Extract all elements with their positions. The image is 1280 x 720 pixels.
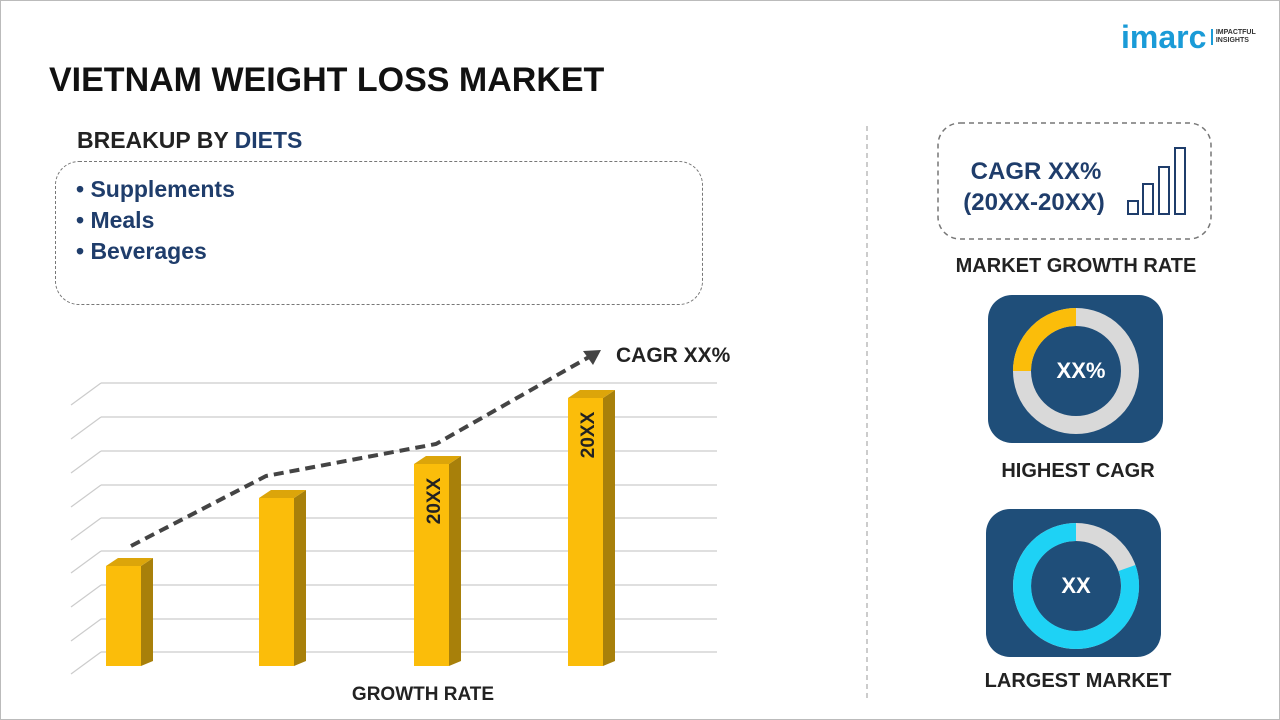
heading-highlight: DIETS — [234, 127, 303, 153]
growth-text: CAGR XX% — [971, 158, 1102, 185]
segment-item: • Beverages — [76, 238, 207, 264]
caption: HIGHEST CAGR — [1001, 460, 1155, 482]
section-heading: BREAKUP BY DIETS — [77, 127, 302, 154]
heading-text: BREAKUP BY — [77, 127, 229, 153]
segment-list: • Supplements • Meals • Beverages — [55, 161, 703, 305]
bar-label: 20XX — [424, 477, 445, 524]
growth-text: (20XX-20XX) — [963, 189, 1104, 216]
growth-box — [937, 122, 1212, 240]
bar-label: 20XX — [578, 411, 599, 458]
logo: imarc IMPACTFUL INSIGHTS — [1121, 19, 1256, 56]
title: VIETNAM WEIGHT LOSS MARKET — [49, 61, 605, 99]
donut-arc — [1013, 308, 1077, 372]
segment-item: • Supplements — [76, 176, 235, 202]
cagr-label: CAGR XX% — [616, 344, 731, 367]
caption: LARGEST MARKET — [985, 670, 1172, 692]
growth-icon — [1127, 147, 1186, 215]
bars — [106, 390, 615, 666]
logo-tagline: IMPACTFUL — [1215, 29, 1256, 36]
tile-value: XX% — [1057, 358, 1106, 383]
donut-arc — [1013, 523, 1140, 649]
logo-brand: imarc — [1121, 19, 1207, 55]
segment-item: • Meals — [76, 207, 155, 233]
arrow-head — [583, 350, 601, 365]
tile-value: XX — [1061, 573, 1091, 598]
caption: MARKET GROWTH RATE — [956, 255, 1197, 277]
logo-tagline: INSIGHTS — [1215, 37, 1249, 44]
axis-label: GROWTH RATE — [352, 684, 494, 705]
